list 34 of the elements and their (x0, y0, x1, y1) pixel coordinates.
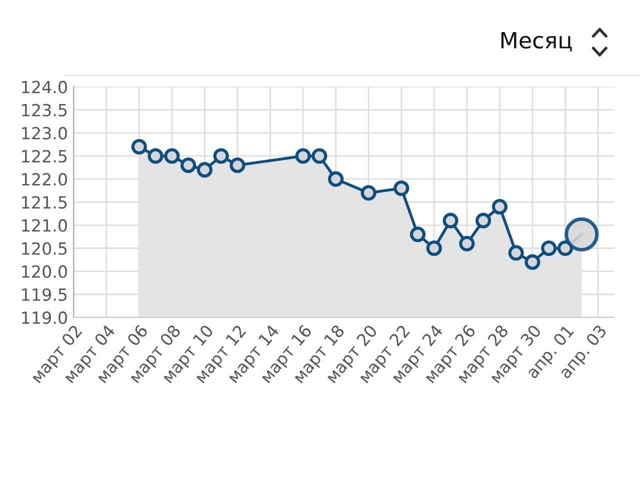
y-tick-label: 119.5 (22, 288, 67, 301)
point (459, 236, 475, 252)
point (131, 138, 147, 155)
y-tick-label: 120.0 (22, 265, 67, 278)
point (180, 157, 196, 173)
point (476, 212, 492, 228)
point (295, 148, 311, 164)
point (442, 212, 458, 228)
y-tick-label: 122.5 (22, 150, 67, 163)
point (164, 148, 180, 164)
point (492, 198, 508, 215)
point (196, 162, 212, 178)
point (557, 240, 574, 256)
point (508, 245, 524, 261)
y-tick-label: 122.0 (22, 173, 67, 186)
point (394, 180, 410, 196)
point (213, 148, 229, 164)
point (148, 148, 164, 164)
point (410, 226, 426, 242)
text: Месяц (501, 32, 572, 52)
point (524, 254, 540, 270)
y-tick-label: 123.5 (22, 104, 67, 116)
y-tick-label: 121.0 (22, 219, 67, 232)
point (328, 171, 344, 187)
y-tick-label: 120.5 (22, 242, 67, 255)
point (426, 240, 442, 256)
point (312, 148, 328, 164)
point (541, 240, 557, 256)
y-tick-label: 123.0 (22, 126, 67, 140)
y-tick-label: 119.0 (22, 311, 67, 324)
y-tick-label: 121.5 (22, 196, 67, 209)
y-tick-label: 124.0 (22, 80, 67, 94)
point (230, 157, 246, 173)
point (360, 185, 376, 201)
